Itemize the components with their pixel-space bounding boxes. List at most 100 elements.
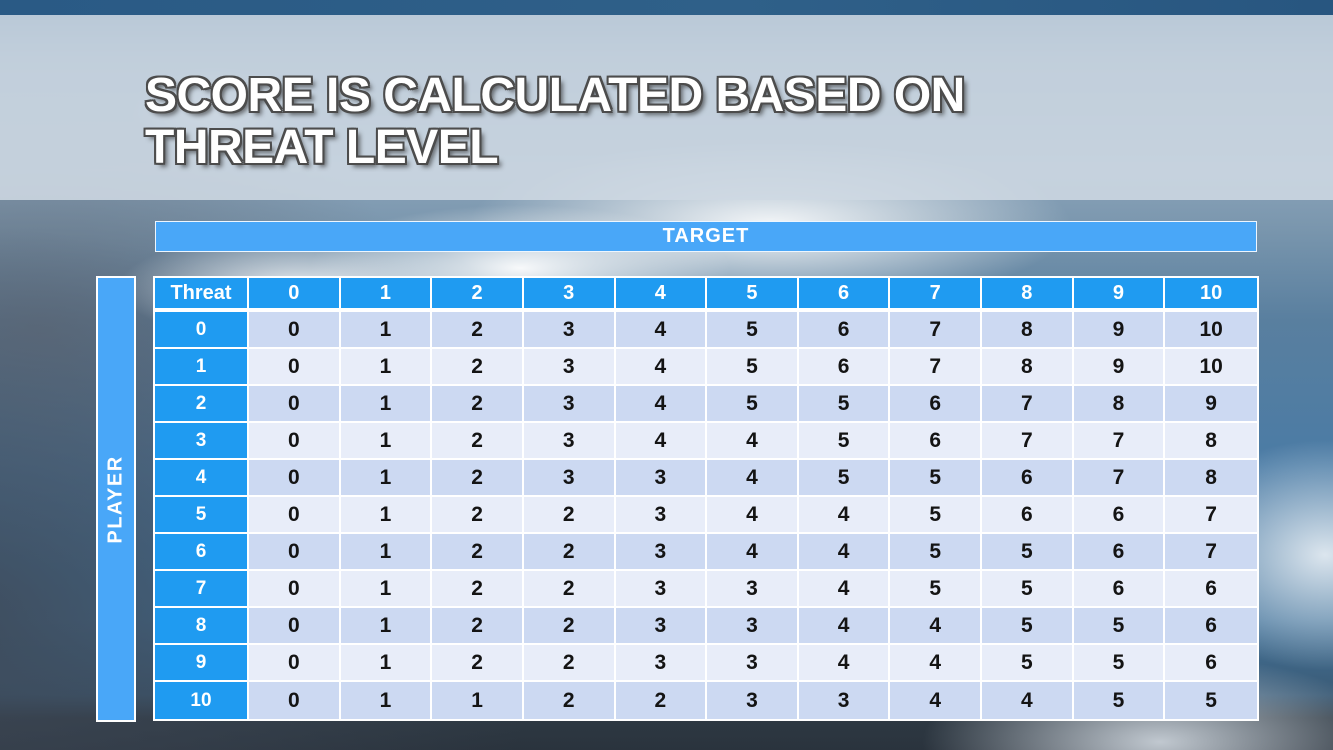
score-cell: 0: [249, 608, 341, 645]
score-cell: 0: [249, 312, 341, 349]
score-cell: 5: [1073, 608, 1166, 645]
score-cell: 3: [615, 645, 708, 682]
score-cell: 6: [1165, 608, 1257, 645]
score-cell: 3: [615, 571, 708, 608]
score-cell: 5: [1165, 682, 1257, 719]
score-cell: 5: [707, 312, 799, 349]
target-column-header: 8: [982, 278, 1074, 312]
score-cell: 1: [340, 497, 433, 534]
score-cell: 6: [982, 460, 1074, 497]
score-matrix-table: Threat 0 1 2 3 4 5 6 7 8 9 10 0 0 1 2 3 4 5 6 7 8 9 10 1 0 1 2 3 4 5 6…: [155, 278, 1257, 719]
score-cell: 2: [432, 608, 524, 645]
score-cell: 1: [340, 423, 433, 460]
score-cell: 4: [615, 312, 708, 349]
score-cell: 3: [798, 682, 891, 719]
score-cell: 5: [890, 497, 982, 534]
target-column-header: 7: [890, 278, 982, 312]
score-cell: 3: [707, 645, 799, 682]
score-cell: 2: [523, 534, 616, 571]
score-cell: 10: [1165, 349, 1257, 386]
player-row-header: 4: [155, 460, 249, 497]
player-axis-bar: PLAYER: [96, 276, 136, 722]
score-cell: 3: [707, 608, 799, 645]
score-cell: 2: [523, 645, 616, 682]
score-cell: 2: [523, 571, 616, 608]
score-cell: 7: [890, 312, 982, 349]
score-cell: 1: [432, 682, 524, 719]
player-row-header: 5: [155, 497, 249, 534]
player-row-header: 7: [155, 571, 249, 608]
score-cell: 6: [798, 349, 891, 386]
target-column-header: 2: [432, 278, 524, 312]
player-row-header: 9: [155, 645, 249, 682]
score-cell: 5: [890, 534, 982, 571]
target-column-header: 3: [523, 278, 616, 312]
score-cell: 7: [890, 349, 982, 386]
score-cell: 0: [249, 497, 341, 534]
score-cell: 0: [249, 682, 341, 719]
score-cell: 4: [982, 682, 1074, 719]
score-cell: 9: [1165, 386, 1257, 423]
score-cell: 2: [523, 497, 616, 534]
title-line-1: SCORE IS CALCULATED BASED ON: [145, 69, 965, 122]
score-cell: 4: [890, 645, 982, 682]
score-cell: 1: [340, 608, 433, 645]
score-cell: 4: [615, 386, 708, 423]
score-cell: 6: [1073, 571, 1166, 608]
score-matrix-body: 0 0 1 2 3 4 5 6 7 8 9 10 1 0 1 2 3 4 5 6 7 8 9 10 2 0 1 2 3 4 5 5 6 7 8 9 3 0…: [155, 312, 1257, 719]
score-cell: 4: [798, 534, 891, 571]
score-cell: 2: [432, 423, 524, 460]
score-cell: 5: [707, 386, 799, 423]
score-cell: 4: [615, 349, 708, 386]
score-cell: 4: [798, 608, 891, 645]
score-cell: 6: [798, 312, 891, 349]
header-row: Threat 0 1 2 3 4 5 6 7 8 9 10: [155, 278, 1257, 312]
score-cell: 3: [615, 608, 708, 645]
score-cell: 7: [982, 423, 1074, 460]
score-cell: 6: [1073, 497, 1166, 534]
score-cell: 4: [615, 423, 708, 460]
player-row-header: 10: [155, 682, 249, 719]
score-cell: 2: [432, 497, 524, 534]
player-row-header: 2: [155, 386, 249, 423]
target-column-header: 4: [615, 278, 708, 312]
score-cell: 0: [249, 349, 341, 386]
score-cell: 5: [982, 608, 1074, 645]
score-cell: 2: [432, 312, 524, 349]
score-cell: 1: [340, 682, 433, 719]
score-cell: 5: [707, 349, 799, 386]
player-axis-label: PLAYER: [104, 454, 127, 544]
score-cell: 8: [1073, 386, 1166, 423]
matrix-row: 10 0 1 1 2 2 3 3 4 4 5 5: [155, 682, 1257, 719]
score-cell: 2: [615, 682, 708, 719]
score-cell: 6: [890, 423, 982, 460]
score-cell: 3: [523, 423, 616, 460]
target-column-header: 6: [798, 278, 891, 312]
score-cell: 9: [1073, 349, 1166, 386]
score-cell: 5: [798, 423, 891, 460]
score-cell: 3: [523, 386, 616, 423]
score-cell: 3: [707, 682, 799, 719]
score-cell: 5: [890, 460, 982, 497]
score-cell: 4: [798, 497, 891, 534]
score-cell: 7: [1073, 460, 1166, 497]
score-cell: 6: [982, 497, 1074, 534]
score-cell: 5: [1073, 682, 1166, 719]
score-cell: 4: [890, 682, 982, 719]
score-cell: 9: [1073, 312, 1166, 349]
player-row-header: 8: [155, 608, 249, 645]
score-cell: 0: [249, 460, 341, 497]
score-cell: 2: [523, 608, 616, 645]
score-cell: 8: [1165, 423, 1257, 460]
page-title: SCORE IS CALCULATED BASED ON THREAT LEVE…: [145, 69, 965, 175]
score-cell: 6: [1073, 534, 1166, 571]
score-cell: 3: [615, 460, 708, 497]
score-cell: 1: [340, 312, 433, 349]
score-cell: 6: [1165, 571, 1257, 608]
score-cell: 4: [798, 571, 891, 608]
score-cell: 5: [798, 460, 891, 497]
target-axis-label: TARGET: [662, 225, 750, 247]
score-cell: 1: [340, 534, 433, 571]
